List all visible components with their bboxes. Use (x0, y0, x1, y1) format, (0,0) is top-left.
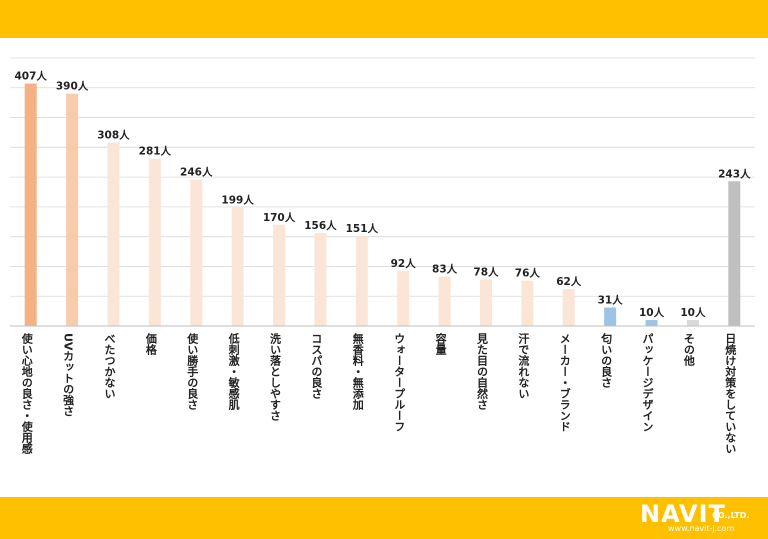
data-label: 76人 (515, 267, 541, 280)
bar (66, 93, 79, 326)
bar (397, 271, 410, 326)
data-label: 281人 (139, 145, 172, 158)
data-label: 78人 (473, 266, 499, 279)
category-label: メーカー・ブランド (558, 333, 571, 432)
category-label: べたつかない (103, 333, 116, 399)
bar (355, 236, 368, 326)
category-label: 使い心地の良さ・使用感 (20, 332, 33, 455)
category-label: UVカットの強さ (62, 333, 75, 417)
bar (645, 320, 658, 326)
bottom-band (0, 497, 768, 539)
data-label: 156人 (304, 219, 337, 232)
data-label: 83人 (432, 263, 458, 276)
data-label: 10人 (639, 306, 665, 319)
category-label: 汗で流れない (517, 333, 530, 399)
top-band (0, 0, 768, 38)
data-label: 246人 (180, 165, 213, 178)
category-label: 使い勝手の良さ (186, 332, 200, 411)
data-label: 243人 (718, 167, 751, 180)
data-label: 31人 (598, 294, 624, 307)
category-label: ウォータープルーフ (393, 333, 406, 432)
category-label: 低刺激・敏感肌 (227, 332, 241, 411)
category-label: 日焼け対策をしていない (724, 333, 738, 454)
category-label: 洗い落としやすさ (269, 332, 282, 422)
data-label: 10人 (680, 306, 706, 319)
data-label: 407人 (14, 70, 47, 83)
bar (314, 233, 327, 326)
data-label: 390人 (56, 80, 89, 93)
navit-logo: NAVIT CO.,LTD. www.navit-j.com (640, 500, 760, 536)
category-label: 無香料・無添加 (351, 332, 365, 411)
category-label: パッケージデザイン (641, 333, 654, 432)
data-label: 199人 (221, 193, 254, 206)
logo-url-text: www.navit-j.com (668, 524, 735, 533)
bar (190, 179, 203, 326)
bar (686, 320, 699, 326)
category-label: 見た目の自然さ (475, 333, 489, 411)
logo-main-text: NAVIT (640, 500, 726, 528)
data-label: 151人 (346, 222, 379, 235)
logo-sub-text: CO.,LTD. (712, 511, 750, 520)
bar (231, 207, 244, 326)
data-label: 92人 (391, 257, 417, 270)
bar (562, 289, 575, 326)
bar (728, 181, 741, 326)
data-label: 62人 (556, 275, 582, 288)
bar (521, 280, 534, 326)
bar (24, 83, 37, 326)
bar (273, 224, 286, 326)
category-label: 匂いの良さ (600, 332, 614, 389)
bar (604, 307, 617, 326)
data-label: 170人 (263, 211, 296, 224)
category-label: その他 (682, 333, 696, 367)
bar (438, 276, 451, 326)
category-label: 容量 (434, 332, 448, 355)
category-label: 価格 (144, 332, 158, 356)
bar (107, 142, 120, 326)
bar (479, 279, 492, 326)
data-label: 308人 (97, 129, 130, 142)
category-label: コスパの良さ (310, 333, 323, 400)
bar (148, 158, 161, 326)
